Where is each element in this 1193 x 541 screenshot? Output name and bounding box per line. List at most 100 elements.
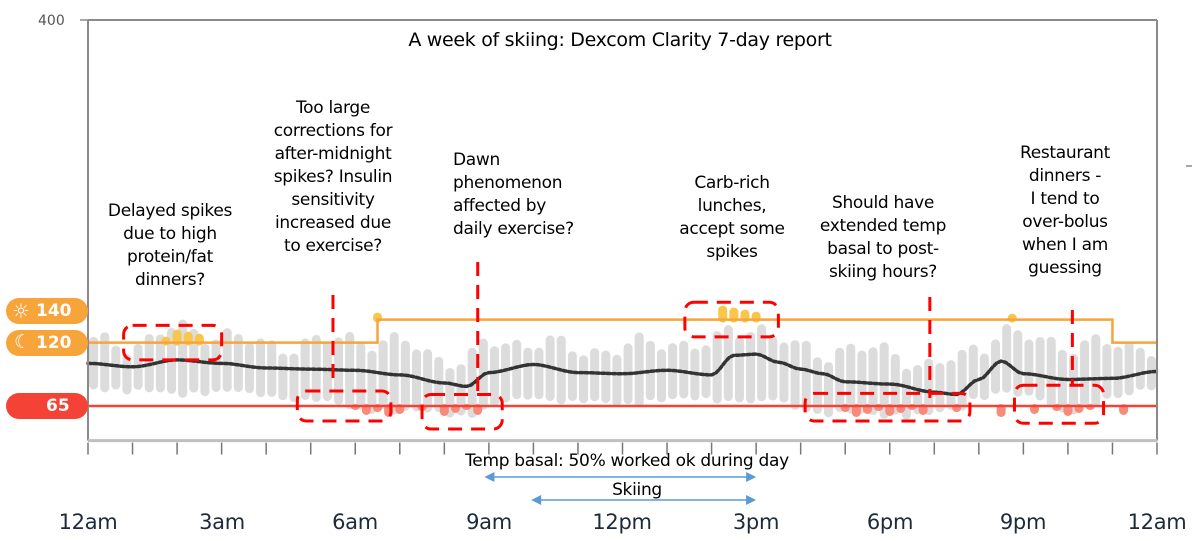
range-bar [278, 353, 288, 401]
annotation-boxes-layer [122, 262, 1106, 431]
x-tick-label: 6pm [866, 510, 914, 534]
arrows-layer [484, 472, 757, 505]
range-bar [456, 364, 466, 416]
low-threshold-label: 65 [46, 396, 70, 416]
range-bar [1124, 341, 1134, 396]
range-bar [122, 354, 132, 395]
range-bar [1013, 330, 1023, 397]
high-threshold-line [88, 318, 1157, 344]
x-tick-label: 3pm [732, 510, 780, 534]
temp-basal-label: Temp basal: 50% worked ok during day [465, 451, 789, 471]
range-bar [757, 324, 767, 402]
sun-icon: ☼ [12, 299, 30, 323]
range-bar [879, 342, 889, 419]
y-tick-label-400: 400 [38, 13, 65, 29]
range-bar [946, 360, 956, 410]
range-bar [846, 343, 856, 414]
range-bar [701, 345, 711, 399]
low-threshold-pill: 65 [6, 393, 88, 419]
annotation-dawn-phenomenon: Dawn phenomenon affected by daily exerci… [453, 150, 574, 239]
annotation-large-corrections: Too large corrections for after-midnight… [273, 98, 393, 256]
threshold-lines-layer [88, 318, 1157, 408]
x-tick-label: 12am [58, 510, 118, 534]
range-bar [523, 347, 533, 400]
range-bar [779, 342, 789, 403]
range-bar [1113, 346, 1123, 399]
range-bar [824, 362, 834, 418]
x-tick-label: 12am [1127, 510, 1187, 534]
range-bar [100, 332, 110, 393]
range-bar [634, 332, 644, 408]
range-bar [356, 342, 366, 410]
skiing-label: Skiing [612, 480, 662, 500]
range-bar [367, 350, 377, 414]
range-bar [1046, 336, 1056, 407]
range-bar [723, 325, 733, 402]
high-day-threshold-label: 140 [36, 301, 72, 321]
range-bar [601, 350, 611, 404]
arrow-head-right-icon [746, 472, 757, 482]
x-tick-label: 9am [466, 510, 512, 534]
range-bar [790, 340, 800, 410]
arrow-head-left-icon [531, 495, 542, 505]
annotation-box [420, 392, 504, 431]
range-bar [200, 343, 210, 397]
range-bar [1102, 343, 1112, 399]
annotation-box [803, 391, 972, 423]
range-bar [679, 340, 689, 399]
range-bar [1002, 324, 1012, 393]
arrow-head-right-icon [746, 495, 757, 505]
annotation-extended-temp-basal: Should have extended temp basal to post-… [819, 193, 947, 282]
high-night-threshold-pill: ☾ 120 [6, 330, 88, 356]
arrow-head-left-icon [484, 472, 495, 482]
annotation-box [683, 300, 780, 339]
annotation-restaurant-dinners: Restaurant dinners - I tend to over-bolu… [1019, 143, 1111, 278]
annotation-box [122, 323, 224, 362]
x-tick-label: 3am [199, 510, 245, 534]
range-bar [1135, 347, 1145, 390]
x-tick-label: 6am [332, 510, 378, 534]
annotation-box [1012, 383, 1106, 425]
range-bar [1080, 340, 1090, 408]
range-bar [612, 354, 622, 407]
range-bar [111, 345, 121, 390]
range-bar [211, 339, 221, 392]
high-spike-dot [1007, 313, 1017, 323]
range-bar [579, 355, 589, 404]
range-bar [233, 334, 243, 393]
range-bar [1091, 334, 1101, 407]
range-bar [1057, 349, 1067, 413]
annotation-delayed-spikes: Delayed spikes due to high protein/fat d… [107, 201, 233, 290]
high-night-threshold-label: 120 [36, 333, 72, 353]
median-line [86, 352, 1159, 397]
range-bar [534, 347, 544, 400]
annotation-box [295, 389, 393, 423]
range-bar [489, 346, 499, 407]
range-bar [801, 340, 811, 413]
moon-icon: ☾ [14, 331, 32, 353]
chart-title: A week of skiing: Dexcom Clarity 7-day r… [408, 29, 832, 51]
range-bar [512, 339, 522, 400]
range-bar [289, 353, 299, 402]
range-bar [656, 349, 666, 403]
range-bar [590, 348, 600, 402]
range-bar [734, 336, 744, 403]
range-bar [868, 347, 878, 415]
range-bar [567, 351, 577, 402]
range-bar [222, 328, 232, 392]
x-tick-label: 12pm [592, 510, 652, 534]
plot-frame [80, 19, 1192, 455]
annotation-carb-rich-lunches: Carb-rich lunches, accept some spikes [679, 173, 785, 262]
high-spike-dot [161, 336, 171, 346]
range-bar [935, 362, 945, 413]
range-bar [746, 331, 756, 404]
range-bar [322, 341, 332, 402]
high-spike-dot [751, 311, 761, 323]
range-bar [411, 349, 421, 412]
range-bar [501, 343, 511, 403]
range-bar [434, 356, 444, 413]
range-bar [957, 349, 967, 411]
range-bar [968, 344, 978, 400]
range-bars-layer [89, 319, 1156, 420]
